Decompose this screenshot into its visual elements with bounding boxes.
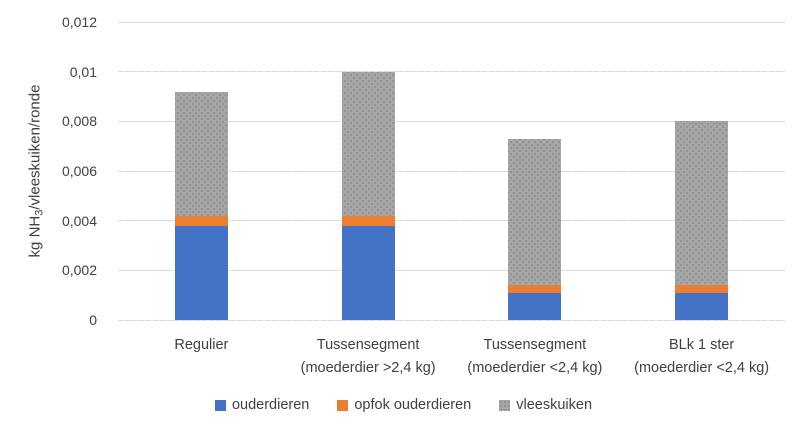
bar-segment-opfok-ouderdieren [675, 285, 729, 293]
bar-segment-ouderdieren [341, 225, 395, 320]
bar-segment-vleeskuiken [675, 121, 729, 286]
gridline [118, 21, 785, 23]
bar-segment-vleeskuiken [341, 71, 395, 216]
bar-segment-ouderdieren [174, 225, 228, 320]
x-category-label: Tussensegment (moederdier <2,4 kg) [450, 334, 620, 380]
x-category-label-line: Regulier [174, 337, 229, 353]
gridline [118, 319, 785, 321]
bar-segment-opfok-ouderdieren [508, 285, 562, 293]
bar-segment-vleeskuiken [508, 138, 562, 286]
bar-3 [508, 22, 562, 320]
plot-area [118, 21, 785, 321]
y-tick-label: 0,012 [61, 14, 97, 30]
legend-item-vleeskuiken: vleeskuiken [499, 397, 592, 413]
bar-segment-ouderdieren [675, 292, 729, 320]
y-axis-title-suffix: /vleeskuiken/ronde [26, 84, 44, 210]
x-category-label-line: BLk 1 ster [668, 337, 735, 353]
gridline [118, 71, 785, 73]
x-category-label: Tussensegment (moederdier >2,4 kg) [283, 334, 453, 380]
gridline [118, 220, 785, 222]
legend-label: ouderdieren [231, 397, 310, 413]
y-tick-label: 0,008 [61, 113, 97, 130]
y-tick-label: 0,002 [61, 262, 97, 279]
y-tick-label: 0,006 [61, 163, 97, 179]
x-category-label-line: (moederdier >2,4 kg) [300, 360, 436, 376]
bar-4 [675, 22, 729, 320]
bar-2 [341, 22, 395, 320]
x-category-label-line: Tussensegment [483, 337, 587, 353]
legend-item-opfok-ouderdieren: opfok ouderdieren [337, 397, 471, 413]
bar-segment-ouderdieren [508, 292, 562, 320]
x-category-label-line: Tussensegment [316, 337, 420, 353]
legend-swatch-opfok-ouderdieren [337, 399, 349, 411]
bar-segment-opfok-ouderdieren [174, 215, 228, 226]
bar-segment-opfok-ouderdieren [341, 215, 395, 226]
legend-label: opfok ouderdieren [354, 397, 472, 413]
x-category-label: BLk 1 ster (moederdier <2,4 kg) [617, 334, 787, 380]
legend-swatch-ouderdieren [214, 399, 226, 411]
legend-swatch-vleeskuiken [499, 399, 511, 411]
legend-item-ouderdieren: ouderdieren [214, 397, 310, 413]
gridline [118, 170, 785, 172]
x-category-label-line: (moederdier <2,4 kg) [634, 360, 770, 376]
bar-segment-vleeskuiken [174, 91, 228, 216]
legend-label: vleeskuiken [516, 397, 593, 413]
gridline [118, 120, 785, 122]
legend: ouderdieren opfok ouderdieren vleeskuiken [0, 397, 807, 413]
gridline [118, 269, 785, 271]
bar-1 [174, 22, 228, 320]
x-category-label-line: (moederdier <2,4 kg) [467, 360, 603, 376]
x-category-label: Regulier [116, 334, 286, 357]
y-tick-label: 0 [89, 312, 97, 328]
y-tick-label: 0,004 [61, 212, 97, 229]
y-tick-label: 0,01 [69, 63, 97, 80]
